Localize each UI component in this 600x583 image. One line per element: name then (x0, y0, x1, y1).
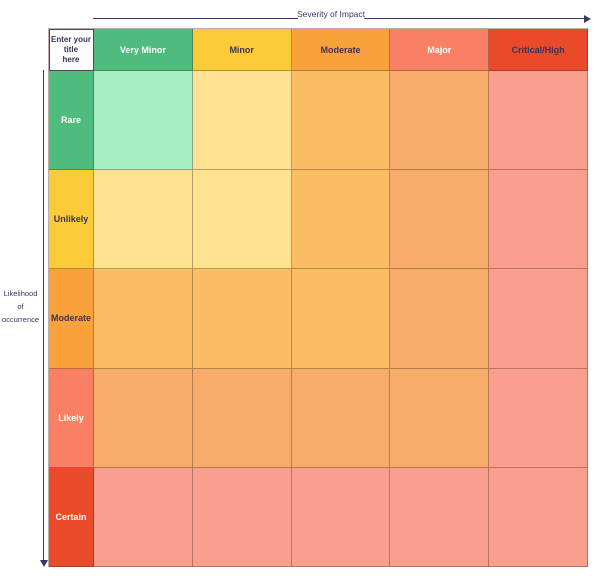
matrix-cell-rare-major[interactable] (390, 71, 490, 171)
matrix-cell-certain-critical-high[interactable] (489, 467, 588, 567)
row-header-likely[interactable]: Likely (49, 368, 94, 468)
title-line3: here (62, 54, 80, 64)
row-header-moderate[interactable]: Moderate (49, 269, 94, 369)
matrix-cell-likely-major[interactable] (390, 368, 490, 468)
column-header-critical-high[interactable]: Critical/High (489, 29, 588, 71)
matrix-cell-moderate-minor[interactable] (192, 269, 292, 369)
matrix-cell-unlikely-very-minor[interactable] (94, 170, 193, 270)
matrix-cell-moderate-critical-high[interactable] (489, 269, 588, 369)
matrix-cell-moderate-major[interactable] (390, 269, 490, 369)
matrix-cell-unlikely-moderate[interactable] (291, 170, 391, 270)
matrix-cell-likely-critical-high[interactable] (489, 368, 588, 468)
matrix-cell-certain-very-minor[interactable] (94, 467, 193, 567)
matrix-cell-unlikely-major[interactable] (390, 170, 490, 270)
y-axis-label-line2: occurrence (1, 315, 40, 324)
matrix-cell-unlikely-minor[interactable] (192, 170, 292, 270)
column-header-very-minor[interactable]: Very Minor (94, 29, 193, 71)
matrix-cell-unlikely-critical-high[interactable] (489, 170, 588, 270)
matrix-cell-rare-minor[interactable] (192, 71, 292, 171)
row-header-rare[interactable]: Rare (49, 71, 94, 171)
matrix-cell-likely-moderate[interactable] (291, 368, 391, 468)
x-axis-label: Severity of Impact (296, 9, 366, 19)
matrix-cell-likely-very-minor[interactable] (94, 368, 193, 468)
y-axis-line (43, 70, 44, 560)
row-header-unlikely[interactable]: Unlikely (49, 170, 94, 270)
right-arrowhead-icon (584, 15, 591, 23)
matrix-cell-moderate-very-minor[interactable] (94, 269, 193, 369)
matrix-cell-certain-major[interactable] (390, 467, 490, 567)
matrix-cell-rare-very-minor[interactable] (94, 71, 193, 171)
column-header-major[interactable]: Major (390, 29, 490, 71)
matrix-cell-certain-moderate[interactable] (291, 467, 391, 567)
matrix-cell-likely-minor[interactable] (192, 368, 292, 468)
x-axis-line-left (93, 18, 298, 19)
matrix-cell-rare-moderate[interactable] (291, 71, 391, 171)
title-line2: title (63, 44, 79, 54)
y-axis-label: Likelihood of occurrence (0, 287, 41, 326)
down-arrowhead-icon (40, 560, 48, 567)
title-placeholder-cell[interactable]: Enter your title here (49, 29, 94, 71)
column-header-moderate[interactable]: Moderate (291, 29, 391, 71)
matrix-cell-rare-critical-high[interactable] (489, 71, 588, 171)
matrix-cell-certain-minor[interactable] (192, 467, 292, 567)
row-header-certain[interactable]: Certain (49, 467, 94, 567)
column-header-minor[interactable]: Minor (192, 29, 292, 71)
x-axis-line-right (364, 18, 586, 19)
title-line1: Enter your (50, 34, 91, 44)
matrix-cell-moderate-moderate[interactable] (291, 269, 391, 369)
risk-matrix-grid: Enter your title here Very Minor Minor Mod… (48, 28, 588, 567)
y-axis-label-line1: Likelihood of (3, 289, 38, 311)
